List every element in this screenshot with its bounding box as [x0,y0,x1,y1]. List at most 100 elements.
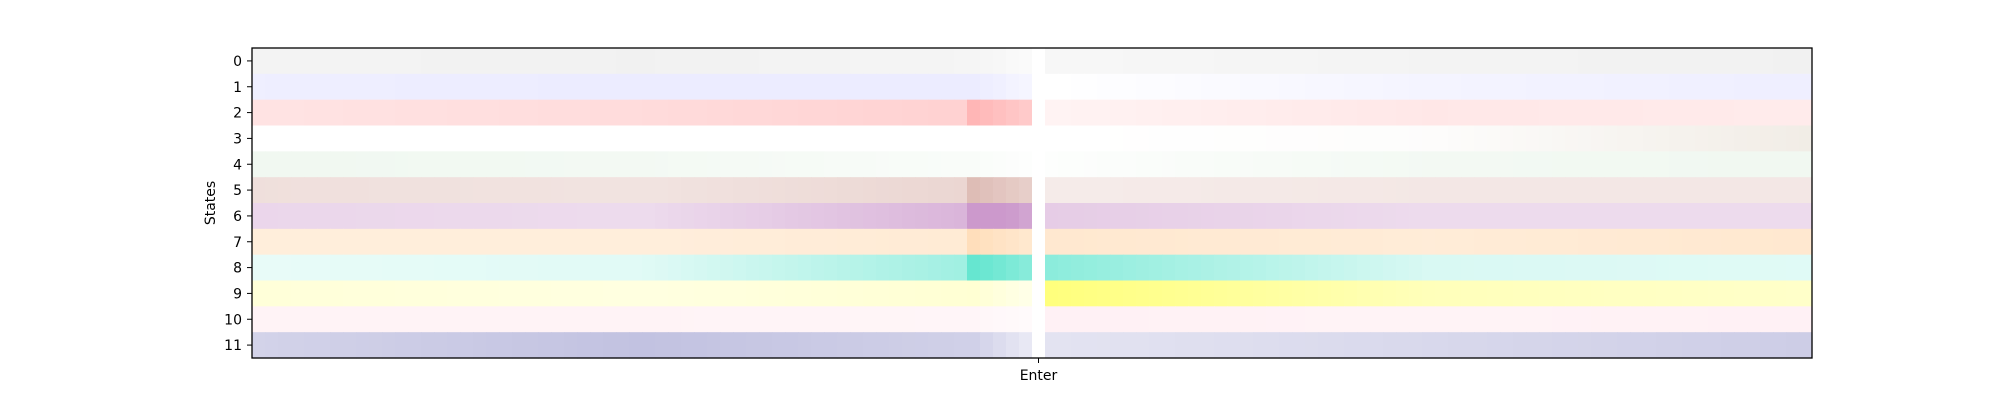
heatmap-cell [1513,151,1527,178]
heatmap-cell [1188,48,1202,75]
heatmap-cell [382,125,396,152]
heatmap-cell [863,306,877,333]
heatmap-cell [1006,280,1020,307]
heatmap-cell [1734,177,1748,204]
heatmap-cell [1669,332,1683,359]
heatmap-cell [681,254,695,282]
heatmap-cell [278,203,292,230]
heatmap-cell [1617,203,1631,230]
heatmap-cell [1032,125,1046,152]
heatmap-cell [252,228,266,256]
heatmap-cell [1201,254,1215,282]
heatmap-cell [1461,125,1475,152]
heatmap-cell [1409,254,1423,282]
heatmap-cell [408,254,422,282]
heatmap-cell [1110,177,1124,204]
heatmap-cell [499,254,513,282]
heatmap-cell [954,151,968,178]
heatmap-cell [486,228,500,256]
heatmap-cell [1357,254,1371,282]
heatmap-cell [941,203,955,230]
heatmap-cell [1526,254,1540,282]
heatmap-cell [746,125,760,152]
heatmap-cell [1201,306,1215,333]
heatmap-cell [1149,306,1163,333]
heatmap-cell [421,228,435,256]
heatmap-cell [1682,203,1696,230]
heatmap-cell [1058,48,1072,75]
heatmap-cell [1643,151,1657,178]
heatmap-cell [1149,254,1163,282]
heatmap-cell [1058,99,1072,127]
heatmap-cell [590,125,604,152]
heatmap-cell [1656,332,1670,359]
heatmap-cell [265,151,279,178]
heatmap-cell [785,203,799,230]
heatmap-cell [1409,203,1423,230]
heatmap-cell [1695,99,1709,127]
heatmap-cell [1396,332,1410,359]
heatmap-cell [603,203,617,230]
heatmap-cell [1123,306,1137,333]
heatmap-cell [551,151,565,178]
heatmap-cell [733,306,747,333]
heatmap-cell [395,228,409,256]
heatmap-cell [694,280,708,307]
heatmap-cell [1448,99,1462,127]
heatmap-cell [1708,48,1722,75]
heatmap-cell [902,125,916,152]
heatmap-cell [1136,254,1150,282]
heatmap-cell [1591,228,1605,256]
heatmap-cell [1409,151,1423,178]
heatmap-cell [473,306,487,333]
heatmap-cell [1110,306,1124,333]
heatmap-cell [395,177,409,204]
heatmap-cell [1565,280,1579,307]
heatmap-cell [1019,151,1033,178]
heatmap-cell [1227,48,1241,75]
heatmap-cell [343,151,357,178]
heatmap-cell [1721,254,1735,282]
heatmap-cell [1435,99,1449,127]
heatmap-cell [889,228,903,256]
heatmap-cell [1682,306,1696,333]
heatmap-cell [1695,151,1709,178]
heatmap-cell [330,228,344,256]
heatmap-cell [1370,203,1384,230]
heatmap-cell [1773,280,1787,307]
heatmap-cell [759,177,773,204]
heatmap-cell [1045,306,1059,333]
heatmap-cell [1149,73,1163,101]
heatmap-cell [1734,99,1748,127]
heatmap-cell [1669,228,1683,256]
heatmap-cell [1318,125,1332,152]
heatmap-cell [668,125,682,152]
heatmap-cell [1357,280,1371,307]
heatmap-cell [616,254,630,282]
heatmap-cell [1643,254,1657,282]
heatmap-cell [1591,177,1605,204]
heatmap-cell [252,332,266,359]
heatmap-cell [1162,332,1176,359]
heatmap-cell [1006,228,1020,256]
heatmap-cell [642,177,656,204]
heatmap-cell [1123,177,1137,204]
heatmap-cell [304,280,318,307]
heatmap-cell [603,151,617,178]
heatmap-cell [486,280,500,307]
heatmap-cell [1045,177,1059,204]
heatmap-cell [1305,306,1319,333]
heatmap-cell [1279,203,1293,230]
heatmap-cell [655,99,669,127]
heatmap-cell [1266,280,1280,307]
heatmap-cell [1734,280,1748,307]
heatmap-cell [382,254,396,282]
heatmap-cell [1565,48,1579,75]
heatmap-cell [460,332,474,359]
heatmap-cell [1500,228,1514,256]
heatmap-cell [1123,332,1137,359]
heatmap-cell [1344,280,1358,307]
heatmap-cell [252,151,266,178]
heatmap-cell [1292,254,1306,282]
heatmap-cell [590,99,604,127]
